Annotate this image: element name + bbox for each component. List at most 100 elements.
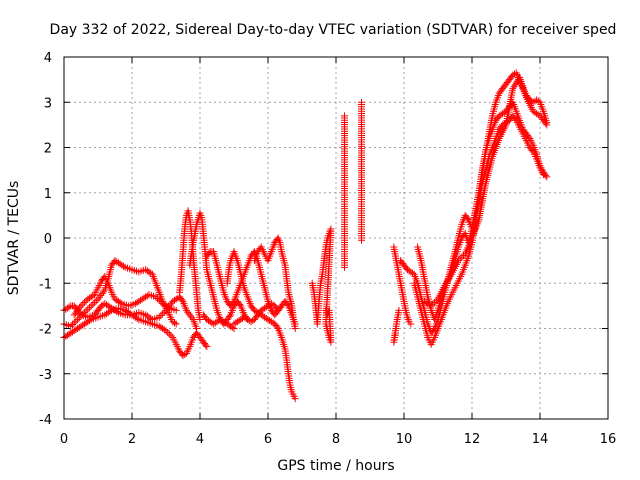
data-point-137: [164, 328, 172, 336]
y-tick-label: 2: [44, 142, 52, 157]
x-tick-label: 16: [600, 432, 617, 447]
x-axis-ticks: 0 2 4 6 8 10 12 14 16: [60, 57, 616, 447]
data-point-180: [77, 312, 85, 320]
data-point-757: [291, 325, 299, 332]
data-point-1806: [541, 119, 549, 127]
data-point-531: [229, 299, 237, 307]
data-point-1691: [454, 257, 462, 265]
data-point-1666: [426, 301, 433, 309]
data-point-184: [84, 305, 92, 313]
data-point-252: [70, 311, 78, 319]
data-point-1651: [528, 147, 536, 155]
y-tick-label: -3: [39, 368, 52, 383]
data-point-1669: [431, 298, 439, 306]
data-point-139: [167, 332, 175, 340]
data-point-256: [76, 304, 84, 312]
data-point-807: [230, 325, 238, 332]
data-point-1104: [407, 320, 415, 328]
y-tick-label: -1: [39, 277, 52, 292]
x-tick-label: 6: [264, 432, 272, 447]
data-point-74: [184, 308, 192, 316]
data-point-169: [202, 341, 210, 349]
data-point-287: [116, 298, 124, 306]
data-point-73: [182, 306, 190, 314]
y-tick-label: 0: [44, 232, 52, 247]
y-tick-label: -2: [39, 323, 52, 338]
data-point-188: [91, 298, 99, 306]
data-point-1006: [341, 263, 348, 271]
data-point-307: [155, 296, 163, 304]
data-point-75: [185, 310, 193, 318]
data-point-1802: [536, 112, 544, 120]
data-point-1668: [429, 300, 437, 308]
data-point-183: [82, 307, 90, 315]
x-axis-label: GPS time / hours: [277, 458, 394, 474]
data-point-1069: [358, 236, 365, 244]
x-tick-label: 8: [332, 432, 340, 447]
data-point-316: [172, 306, 180, 314]
data-point-185: [86, 304, 93, 312]
data-point-194: [99, 288, 107, 296]
x-tick-label: 0: [60, 432, 68, 447]
data-point-193: [98, 290, 106, 298]
data-point-189: [92, 297, 100, 305]
data-point-192: [97, 291, 105, 299]
data-point-258: [79, 300, 87, 308]
data-point-787: [274, 306, 282, 314]
data-point-1670: [432, 297, 440, 305]
data-point-1482: [525, 133, 533, 141]
data-point-1667: [427, 302, 435, 310]
data-point-786: [273, 305, 281, 313]
data-point-108: [106, 308, 114, 316]
data-point-76: [186, 312, 194, 320]
data-point-122: [133, 314, 141, 322]
data-point-595: [283, 300, 291, 308]
data-point-692: [291, 395, 299, 403]
data-point-1692: [456, 255, 464, 263]
data-point-490: [236, 300, 244, 308]
data-point-806: [228, 323, 236, 331]
x-tick-label: 4: [196, 432, 204, 447]
data-point-190: [94, 295, 102, 303]
y-tick-label: 1: [44, 187, 52, 202]
data-point-53: [155, 313, 163, 321]
y-axis-ticks: -4 -3 -2 -1 0 1 2 3 4: [39, 51, 608, 428]
data-point-259: [80, 298, 88, 306]
data-point-179: [75, 314, 83, 322]
data-point-98: [86, 317, 93, 325]
data-point-257: [77, 302, 85, 310]
data-point-312: [164, 303, 172, 311]
y-axis-label: SDTVAR / TECUs: [6, 181, 22, 296]
data-point-54: [157, 311, 165, 319]
data-point-1801: [534, 111, 542, 119]
data-point-3: [65, 303, 73, 311]
data-point-937: [322, 306, 330, 314]
x-tick-label: 10: [396, 432, 413, 447]
data-point-250: [171, 319, 178, 327]
data-point-480: [225, 312, 233, 320]
data-point-660: [273, 323, 281, 331]
data-point-254: [73, 307, 81, 315]
data-point-176: [70, 319, 78, 327]
data-point-138: [165, 330, 173, 338]
data-point-1123: [395, 306, 403, 314]
data-point-178: [74, 315, 82, 323]
x-tick-label: 14: [532, 432, 549, 447]
data-point-136: [162, 327, 170, 335]
data-point-1662: [539, 171, 547, 179]
data-point-1693: [458, 253, 466, 261]
data-points: [60, 69, 551, 403]
y-tick-label: 3: [44, 96, 52, 111]
data-point-1215: [463, 214, 471, 222]
data-point-77: [188, 314, 196, 322]
data-point-401: [196, 315, 204, 323]
data-point-1807: [543, 121, 551, 129]
data-point-214: [120, 262, 127, 270]
data-point-1636: [511, 115, 519, 123]
data-point-182: [80, 309, 88, 317]
data-point-187: [89, 300, 97, 308]
data-point-306: [154, 295, 161, 303]
data-point-174: [67, 322, 75, 330]
data-point-305: [152, 293, 160, 301]
